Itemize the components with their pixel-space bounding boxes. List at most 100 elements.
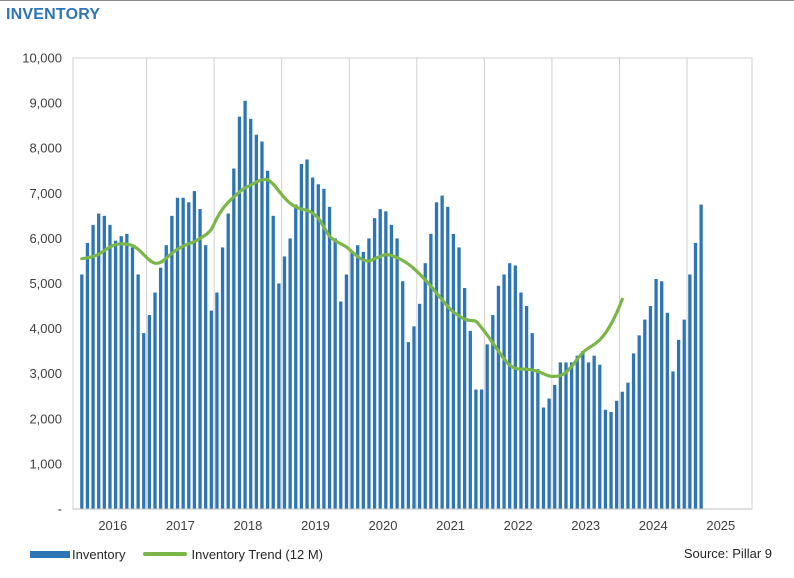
inventory-bar bbox=[519, 292, 523, 509]
inventory-bar bbox=[457, 247, 461, 510]
inventory-bar bbox=[119, 236, 123, 509]
legend-item-trend: Inventory Trend (12 M) bbox=[143, 547, 323, 562]
inventory-bar bbox=[305, 159, 309, 509]
inventory-bar bbox=[553, 384, 557, 509]
inventory-bar bbox=[654, 278, 658, 509]
inventory-bar bbox=[643, 319, 647, 509]
inventory-bar bbox=[541, 407, 546, 509]
x-tick-label: 2025 bbox=[706, 518, 735, 533]
inventory-bar bbox=[102, 215, 106, 509]
inventory-bar bbox=[575, 355, 579, 509]
inventory-bar bbox=[147, 315, 152, 509]
inventory-bar bbox=[243, 100, 247, 509]
inventory-bar bbox=[350, 251, 354, 509]
inventory-bar bbox=[620, 391, 624, 509]
inventory-bar bbox=[187, 202, 191, 509]
inventory-bar bbox=[558, 362, 563, 509]
trend-line-layer bbox=[80, 177, 624, 379]
inventory-bar bbox=[395, 238, 399, 509]
chart-title: INVENTORY bbox=[6, 6, 101, 23]
inventory-bar bbox=[564, 362, 568, 509]
inventory-bar bbox=[434, 202, 439, 509]
x-tick-label: 2024 bbox=[639, 518, 668, 533]
inventory-bar bbox=[676, 339, 681, 510]
legend-swatch-line bbox=[143, 552, 188, 556]
inventory-bar bbox=[699, 204, 703, 509]
inventory-bar bbox=[294, 204, 298, 509]
inventory-bar bbox=[164, 245, 168, 510]
inventory-bar bbox=[688, 274, 692, 509]
inventory-bar bbox=[615, 400, 619, 509]
inventory-bar bbox=[215, 292, 219, 509]
inventory-bar bbox=[260, 141, 264, 509]
inventory-bar bbox=[502, 274, 506, 509]
legend-item-inventory: Inventory bbox=[30, 547, 125, 562]
inventory-bar bbox=[446, 206, 450, 509]
inventory-bar bbox=[265, 170, 270, 509]
x-tick-label: 2021 bbox=[436, 518, 465, 533]
inventory-bar bbox=[417, 303, 422, 509]
inventory-bar bbox=[277, 283, 281, 509]
legend-label-trend: Inventory Trend (12 M) bbox=[191, 546, 323, 562]
x-tick-label: 2016 bbox=[98, 518, 127, 533]
inventory-bar bbox=[491, 315, 495, 509]
inventory-bar bbox=[108, 224, 112, 509]
inventory-bar bbox=[125, 233, 129, 509]
inventory-bar bbox=[356, 245, 360, 510]
inventory-bar bbox=[682, 319, 686, 509]
inventory-bar bbox=[322, 188, 326, 510]
inventory-bar bbox=[598, 364, 602, 509]
inventory-bar bbox=[232, 168, 236, 509]
x-tick-label: 2019 bbox=[301, 518, 330, 533]
inventory-bar bbox=[288, 238, 292, 509]
inventory-bar bbox=[204, 245, 208, 510]
inventory-bar bbox=[97, 213, 101, 509]
inventory-trend-line bbox=[80, 177, 624, 379]
inventory-bar bbox=[412, 326, 416, 509]
inventory-bar bbox=[192, 191, 197, 510]
inventory-bar bbox=[226, 213, 230, 509]
y-tick-label: 10,000 bbox=[22, 51, 62, 66]
inventory-bar bbox=[451, 233, 456, 509]
y-tick-labels: - 1,000 2,000 3,000 4,000 5,000 6,000 7,000 8,00… bbox=[22, 51, 62, 517]
y-tick-label: 1,000 bbox=[29, 456, 62, 471]
inventory-bar bbox=[671, 371, 675, 509]
inventory-bar bbox=[181, 197, 185, 509]
inventory-bar bbox=[158, 267, 163, 509]
x-tick-label: 2018 bbox=[233, 518, 262, 533]
inventory-bar bbox=[254, 134, 258, 510]
inventory-bar bbox=[401, 281, 405, 509]
inventory-bar bbox=[508, 263, 512, 509]
inventory-bar bbox=[603, 409, 608, 509]
source-note: Source: Pillar 9 bbox=[683, 546, 772, 561]
inventory-bar bbox=[170, 215, 174, 509]
inventory-bar bbox=[513, 265, 517, 509]
inventory-bar bbox=[271, 215, 275, 509]
inventory-bar bbox=[586, 362, 591, 509]
inventory-bar bbox=[384, 211, 388, 509]
y-tick-label: 3,000 bbox=[29, 366, 62, 381]
inventory-bar bbox=[333, 238, 337, 509]
inventory-bar bbox=[113, 240, 118, 509]
inventory-bar bbox=[468, 330, 472, 509]
inventory-bar bbox=[339, 301, 343, 509]
inventory-bar bbox=[372, 218, 377, 510]
inventory-bar bbox=[440, 195, 444, 509]
inventory-bar bbox=[626, 382, 630, 509]
x-tick-label: 2022 bbox=[504, 518, 533, 533]
inventory-bar bbox=[142, 333, 146, 509]
inventory-bar bbox=[299, 163, 304, 510]
inventory-bar bbox=[389, 224, 394, 509]
y-tick-label: 7,000 bbox=[29, 186, 62, 201]
x-tick-label: 2020 bbox=[369, 518, 398, 533]
inventory-bar bbox=[665, 312, 669, 509]
x-tick-labels: 2016 2017 2018 2019 2020 2021 2022 2023 2024 2025 bbox=[98, 518, 735, 533]
legend-swatch-bar bbox=[30, 550, 70, 558]
inventory-bar bbox=[485, 344, 489, 509]
inventory-bar bbox=[524, 306, 529, 509]
inventory-bar bbox=[361, 251, 365, 509]
inventory-bar bbox=[406, 342, 411, 509]
inventory-bar bbox=[496, 285, 501, 509]
inventory-bar bbox=[209, 310, 213, 509]
